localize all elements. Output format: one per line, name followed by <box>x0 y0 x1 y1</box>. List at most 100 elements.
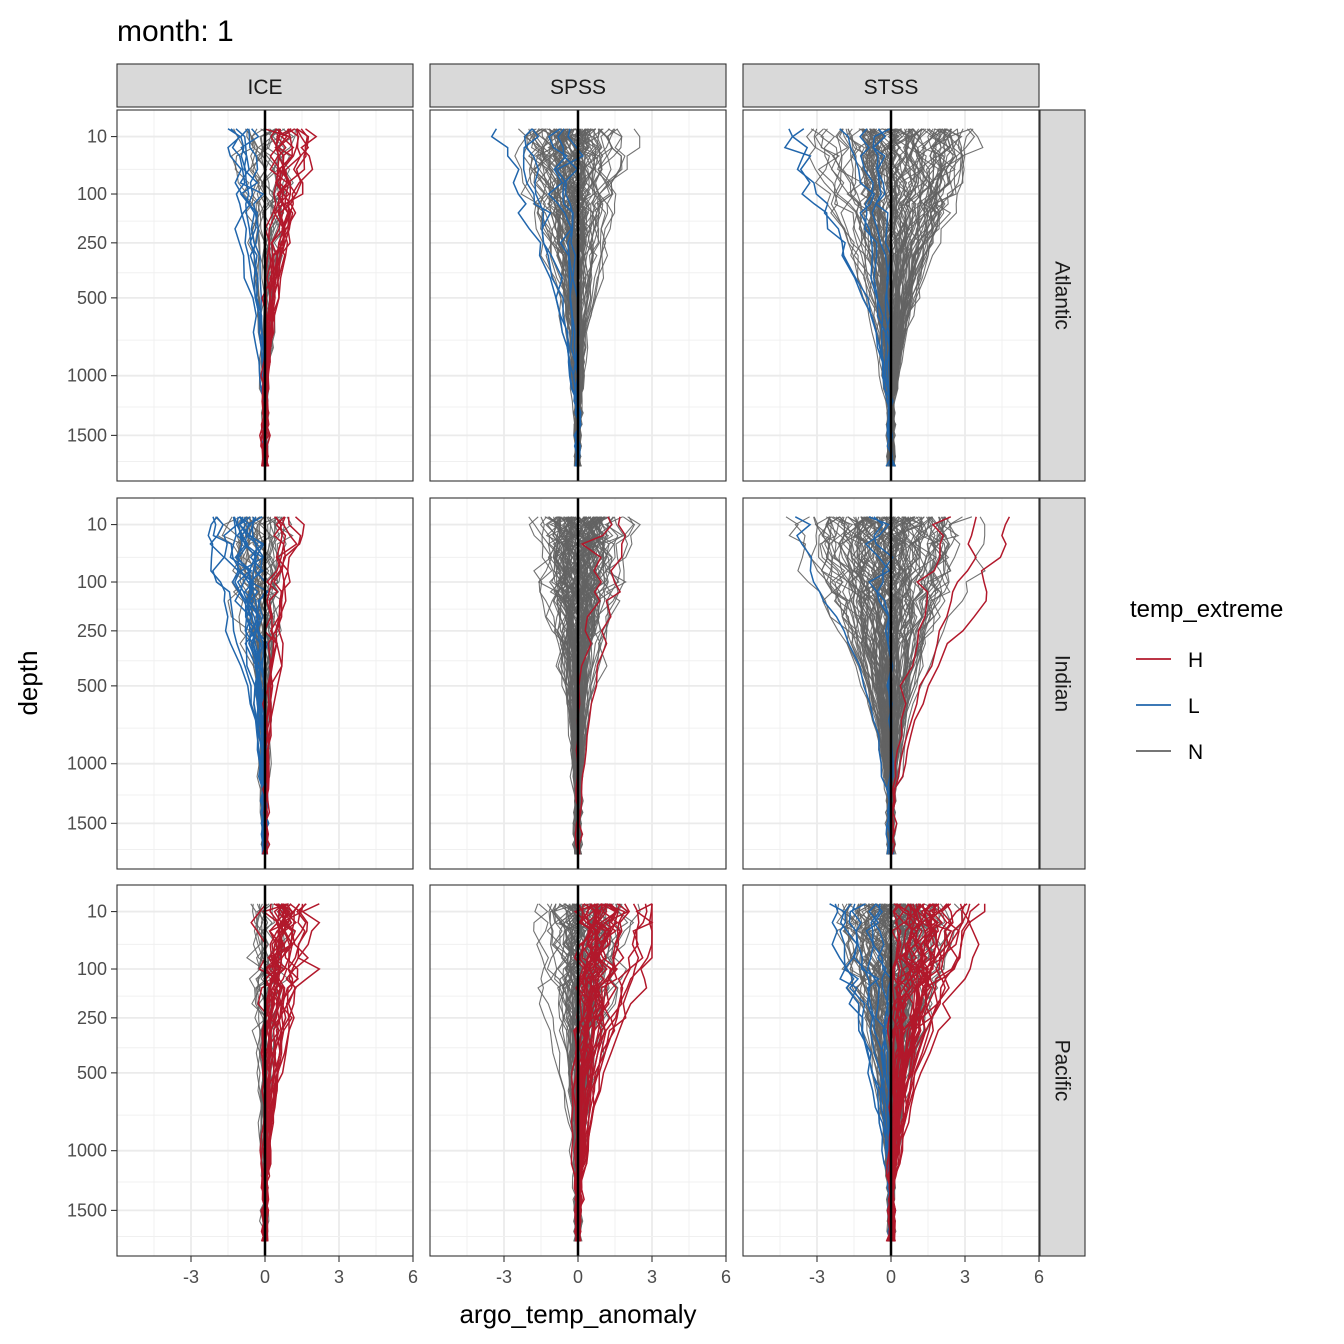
profile-line-H <box>263 516 287 855</box>
row-strip-background <box>1039 109 1086 482</box>
column-strip-stss: STSS <box>742 63 1040 108</box>
x-tick-label: 0 <box>260 1267 270 1287</box>
profile-line-H <box>889 516 952 855</box>
row-strip-background <box>1039 884 1086 1257</box>
legend-label: L <box>1188 695 1200 718</box>
column-strip-background <box>116 63 414 108</box>
profile-line-H <box>261 128 292 467</box>
y-tick-label: 1000 <box>67 366 107 386</box>
panel-border <box>429 497 727 870</box>
panel-stss-indian <box>742 497 1040 870</box>
panel-border <box>116 497 414 870</box>
profile-line-N <box>574 128 641 467</box>
panel-spss-atlantic <box>429 109 727 482</box>
y-tick-label: 500 <box>77 676 107 696</box>
x-tick-label: 0 <box>573 1267 583 1287</box>
legend-label: H <box>1188 649 1203 672</box>
profile-line-H <box>261 903 294 1242</box>
x-axis-title: argo_temp_anomaly <box>459 1299 696 1329</box>
profile-line-H <box>261 128 292 467</box>
x-tick-label: -3 <box>183 1267 199 1287</box>
y-tick-label: 1500 <box>67 813 107 833</box>
panel-border <box>742 109 1040 482</box>
panel-spss-pacific <box>429 884 727 1257</box>
row-strip-pacific: Pacific <box>1039 884 1086 1257</box>
x-tick-label: 6 <box>1034 1267 1044 1287</box>
row-strip-indian: Indian <box>1039 497 1086 870</box>
x-tick-label: 3 <box>647 1267 657 1287</box>
row-strips: Atlantic Indian Pacific <box>1039 109 1086 1257</box>
legend-entry-n: N <box>1136 741 1203 764</box>
x-tick-label: -3 <box>809 1267 825 1287</box>
x-tick-label: 6 <box>408 1267 418 1287</box>
column-strip-background <box>429 63 727 108</box>
column-strip-label: SPSS <box>550 76 606 99</box>
y-tick-label: 100 <box>77 572 107 592</box>
row-strip-background <box>1039 497 1086 870</box>
y-axis-title: depth <box>13 650 43 715</box>
panel-stss-pacific <box>742 884 1040 1257</box>
profile-line-H <box>890 516 1011 855</box>
y-tick-label: 500 <box>77 1063 107 1083</box>
y-tick-label: 10 <box>87 127 107 147</box>
column-strip-label: ICE <box>247 76 282 99</box>
panel-border <box>429 109 727 482</box>
legend-title: temp_extreme <box>1130 596 1283 623</box>
profile-line-N <box>889 128 931 467</box>
profile-line-H <box>263 516 305 855</box>
x-tick-label: -3 <box>496 1267 512 1287</box>
row-strip-label: Pacific <box>1051 1040 1074 1102</box>
y-tick-label: 100 <box>77 184 107 204</box>
legend-entry-h: H <box>1136 649 1203 672</box>
column-strip-ice: ICE <box>116 63 414 108</box>
y-tick-label: 1000 <box>67 754 107 774</box>
profile-line-L <box>783 128 896 467</box>
profile-line-N <box>805 128 893 467</box>
legend-label: N <box>1188 741 1203 764</box>
profile-line-H <box>578 516 627 855</box>
y-tick-label: 10 <box>87 902 107 922</box>
profile-line-H <box>574 903 619 1242</box>
y-tick-label: 250 <box>77 1008 107 1028</box>
x-tick-label: 3 <box>334 1267 344 1287</box>
profile-line-N <box>548 516 581 855</box>
legend: temp_extreme HLN <box>1130 596 1283 764</box>
column-strips: ICE SPSS STSS <box>116 63 1040 108</box>
y-axis: 10 100 250 500 1000 1500 10 100 250 500 1000 1500 10… <box>67 127 117 1220</box>
y-tick-label: 100 <box>77 959 107 979</box>
panel-spss-indian <box>429 497 727 870</box>
row-strip-label: Atlantic <box>1051 261 1074 330</box>
x-tick-label: 0 <box>886 1267 896 1287</box>
profile-line-H <box>575 903 644 1242</box>
y-tick-label: 1000 <box>67 1141 107 1161</box>
column-strip-background <box>742 63 1040 108</box>
column-strip-spss: SPSS <box>429 63 727 108</box>
profile-line-L <box>864 516 893 855</box>
y-tick-label: 10 <box>87 515 107 535</box>
panel-border <box>116 109 414 482</box>
y-tick-label: 1500 <box>67 1200 107 1220</box>
profile-line-H <box>889 903 980 1242</box>
y-tick-label: 250 <box>77 233 107 253</box>
profile-line-L <box>794 516 895 855</box>
x-tick-label: 6 <box>721 1267 731 1287</box>
facet-panels <box>116 109 1040 1257</box>
panel-ice-indian <box>116 497 414 870</box>
y-tick-label: 1500 <box>67 425 107 445</box>
y-tick-label: 250 <box>77 621 107 641</box>
panel-ice-pacific <box>116 884 414 1257</box>
y-tick-label: 500 <box>77 288 107 308</box>
row-strip-atlantic: Atlantic <box>1039 109 1086 482</box>
row-strip-label: Indian <box>1051 655 1074 712</box>
panel-ice-atlantic <box>116 109 414 482</box>
x-tick-label: 3 <box>960 1267 970 1287</box>
panel-stss-atlantic <box>742 109 1040 482</box>
x-axis: -3 0 3 6 -3 0 3 6 -3 0 3 6 <box>183 1256 1044 1287</box>
chart-title: month: 1 <box>117 15 234 48</box>
profile-line-H <box>262 128 300 467</box>
panel-border <box>742 497 1040 870</box>
column-strip-label: STSS <box>864 76 919 99</box>
profile-line-L <box>236 516 267 855</box>
legend-entry-l: L <box>1136 695 1200 718</box>
